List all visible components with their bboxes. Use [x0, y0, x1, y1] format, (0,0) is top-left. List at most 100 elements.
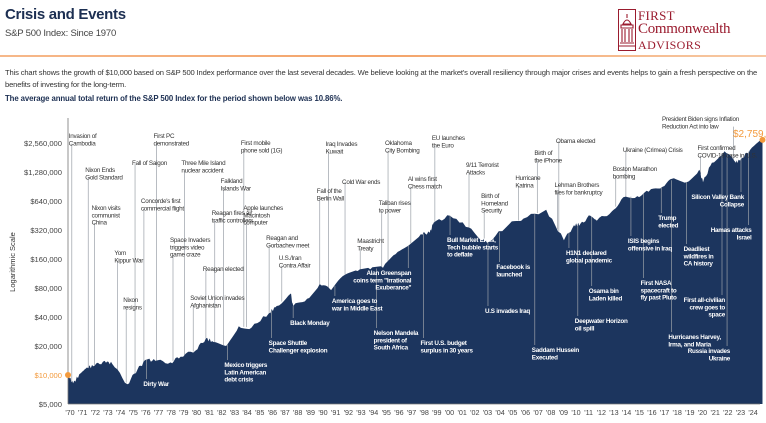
x-tick-label: '06 — [521, 408, 530, 417]
header-divider — [0, 55, 766, 57]
event-annotation: Black Monday — [290, 320, 330, 327]
event-annotation-line: Treaty — [357, 245, 374, 252]
event-annotation: Iraq Invades Kuwait — [326, 141, 358, 155]
x-tick-label: '99 — [432, 408, 441, 417]
event-annotation: First mobile phone sold (1G) — [241, 140, 283, 154]
event-annotation-line: crew goes to — [690, 304, 726, 311]
x-tick-label: '15 — [635, 408, 644, 417]
event-annotation: First NASA spacecraft to fly past Pluto — [641, 280, 677, 302]
x-tick-label: '20 — [698, 408, 707, 417]
event-annotation: Deadliest wildfires in CA history — [683, 246, 714, 268]
event-annotation-line: Irma, and Maria — [668, 341, 711, 348]
event-annotation-line: the iPhone — [534, 157, 562, 164]
event-annotation-line: to deflate — [447, 252, 473, 259]
event-annotation-line: President Biden signs Inflation — [662, 116, 740, 123]
event-annotation-line: Afghanistan — [190, 302, 221, 309]
event-annotation: Cold War ends — [342, 179, 380, 186]
event-annotation-line: 9/11 Terrorist — [466, 162, 499, 169]
x-tick-label: '79 — [179, 408, 188, 417]
logo-line-2: Commonwealth — [638, 21, 731, 37]
event-annotation-line: Space Invaders — [170, 237, 210, 244]
event-annotation-line: Hurricane — [515, 175, 541, 182]
event-annotation-line: Yom — [114, 250, 126, 257]
event-annotation-line: game craze — [170, 252, 201, 259]
end-value-label: $2,759,3 — [733, 129, 766, 140]
x-tick-label: '80 — [192, 408, 201, 417]
event-annotation-line: Israel — [737, 234, 752, 241]
event-annotation-line: First confirmed — [698, 145, 737, 152]
event-annotation: Invasion of Cambodia — [69, 133, 97, 147]
y-tick-label: $160,000 — [30, 255, 62, 264]
x-tick-label: '90 — [318, 408, 327, 417]
event-annotation-line: Islands War — [221, 185, 251, 192]
event-annotation-line: Nixon visits — [92, 205, 121, 212]
event-annotation-line: Osama bin — [589, 288, 619, 295]
event-annotation-line: Ukraine — [709, 355, 731, 362]
event-annotation-line: Laden killed — [589, 295, 623, 302]
x-tick-label: '86 — [268, 408, 277, 417]
x-tick-label: '91 — [331, 408, 340, 417]
x-tick-label: '23 — [736, 408, 745, 417]
y-tick-label: $640,000 — [30, 197, 62, 206]
event-annotation: Fall of the Berlin Wall — [317, 188, 344, 202]
x-tick-label: '70 — [65, 408, 74, 417]
event-annotation: Trump elected — [658, 215, 678, 229]
x-tick-label: '78 — [167, 408, 176, 417]
y-tick-label: $10,000 — [35, 371, 62, 380]
event-annotation: Russia invades Ukraine — [688, 348, 731, 362]
event-annotation-line: City Bombing — [385, 147, 420, 154]
x-tick-label: '77 — [154, 408, 163, 417]
event-annotation: Birth of Homeland Security — [481, 193, 508, 215]
building-icon — [618, 9, 636, 51]
event-annotation: Soviet Union invades Afghanistan — [190, 295, 244, 309]
event-annotation-line: traffic controllers — [212, 217, 253, 224]
event-annotation-line: AI wins first — [408, 176, 437, 183]
event-annotation: Apple launches Macintosh computer — [243, 205, 283, 227]
event-annotation: First all-civilian crew goes to space — [684, 297, 726, 319]
event-annotation-line: Bull Market Ends, — [447, 237, 496, 244]
event-annotation-line: Collapse — [720, 201, 745, 208]
event-annotation: U.S invades Iraq — [485, 308, 530, 315]
event-annotation: Boston Marathon bombing — [613, 166, 658, 180]
x-tick-label: '03 — [483, 408, 492, 417]
event-annotation: Silicon Valley Bank Collapse — [691, 194, 744, 208]
event-annotation-line: Oklahoma — [385, 140, 412, 147]
x-tick-label: '17 — [660, 408, 669, 417]
y-tick-label: $20,000 — [35, 342, 62, 351]
event-annotation-line: spacecraft to — [641, 287, 677, 294]
event-annotation-line: Gold Standard — [85, 174, 123, 181]
event-annotation-line: Taliban rises — [379, 200, 411, 207]
event-annotation: Taliban rises to power — [379, 200, 411, 214]
event-annotation-line: Alan Greenspan — [366, 270, 411, 277]
event-annotation-line: Challenger explosion — [269, 347, 328, 354]
x-tick-label: '12 — [597, 408, 606, 417]
end-value-marker — [759, 136, 766, 143]
event-annotation-line: Kuwait — [326, 148, 344, 155]
event-annotation-line: Fall of Saigon — [132, 160, 168, 167]
event-annotation-line: global pandemic — [566, 257, 613, 264]
y-tick-label: $2,560,000 — [24, 139, 62, 148]
x-tick-label: '02 — [470, 408, 479, 417]
event-annotation-line: Chess match — [408, 183, 443, 190]
event-annotation: President Biden signs Inflation Reduction… — [662, 116, 740, 130]
x-tick-label: '05 — [508, 408, 517, 417]
event-annotation-line: COVID-19 case in U.S. — [698, 152, 758, 159]
event-annotation: Deepwater Horizon oil spill — [575, 318, 628, 332]
event-annotation-line: space — [708, 312, 725, 319]
event-annotation-line: offensive in Iraq — [628, 245, 672, 252]
event-annotation-line: First U.S. budget — [420, 340, 467, 347]
event-annotation: Obama elected — [556, 138, 596, 145]
intro-text: This chart shows the growth of $10,000 b… — [5, 68, 758, 89]
x-tick-label: '83 — [230, 408, 239, 417]
x-tick-label: '75 — [129, 408, 138, 417]
event-annotation-line: Saddam Hussein — [532, 347, 580, 354]
event-annotation: Bull Market Ends, Tech bubble starts to de… — [447, 237, 499, 259]
x-tick-label: '98 — [420, 408, 429, 417]
x-tick-label: '71 — [78, 408, 87, 417]
event-annotation-line: Three Mile Island — [181, 160, 226, 167]
x-tick-label: '11 — [584, 408, 593, 417]
event-annotation-line: Mexico triggers — [224, 362, 268, 369]
event-annotation: First confirmed COVID-19 case in U.S. — [698, 145, 758, 159]
average-return-statement: The average annual total return of the S… — [5, 94, 343, 103]
event-annotation-line: resigns — [123, 304, 142, 311]
